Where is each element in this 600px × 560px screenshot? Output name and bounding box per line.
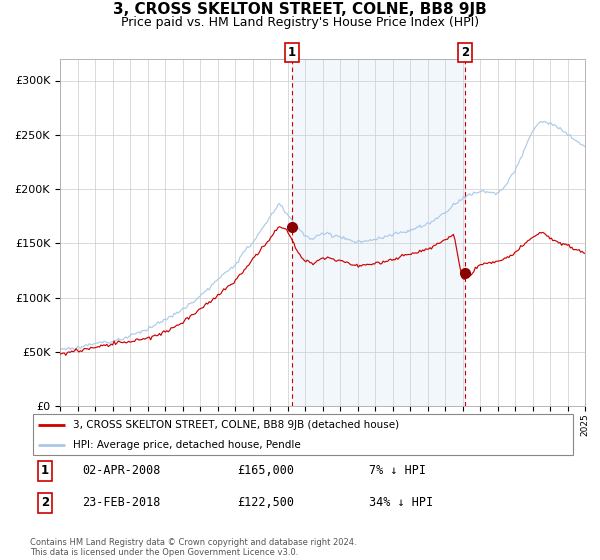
Text: 3, CROSS SKELTON STREET, COLNE, BB8 9JB: 3, CROSS SKELTON STREET, COLNE, BB8 9JB <box>113 2 487 17</box>
Text: 7% ↓ HPI: 7% ↓ HPI <box>368 464 425 477</box>
Text: 3, CROSS SKELTON STREET, COLNE, BB8 9JB (detached house): 3, CROSS SKELTON STREET, COLNE, BB8 9JB … <box>73 419 399 430</box>
Text: 2: 2 <box>461 46 469 59</box>
Text: 2: 2 <box>41 496 49 510</box>
Text: 23-FEB-2018: 23-FEB-2018 <box>82 496 160 510</box>
Text: 1: 1 <box>41 464 49 477</box>
Text: 02-APR-2008: 02-APR-2008 <box>82 464 160 477</box>
Text: 34% ↓ HPI: 34% ↓ HPI <box>368 496 433 510</box>
Text: Price paid vs. HM Land Registry's House Price Index (HPI): Price paid vs. HM Land Registry's House … <box>121 16 479 29</box>
FancyBboxPatch shape <box>33 414 573 455</box>
Text: £122,500: £122,500 <box>238 496 295 510</box>
Text: Contains HM Land Registry data © Crown copyright and database right 2024.
This d: Contains HM Land Registry data © Crown c… <box>30 538 356 557</box>
Text: 1: 1 <box>288 46 296 59</box>
Bar <box>292 59 465 406</box>
Text: HPI: Average price, detached house, Pendle: HPI: Average price, detached house, Pend… <box>73 440 301 450</box>
Text: £165,000: £165,000 <box>238 464 295 477</box>
